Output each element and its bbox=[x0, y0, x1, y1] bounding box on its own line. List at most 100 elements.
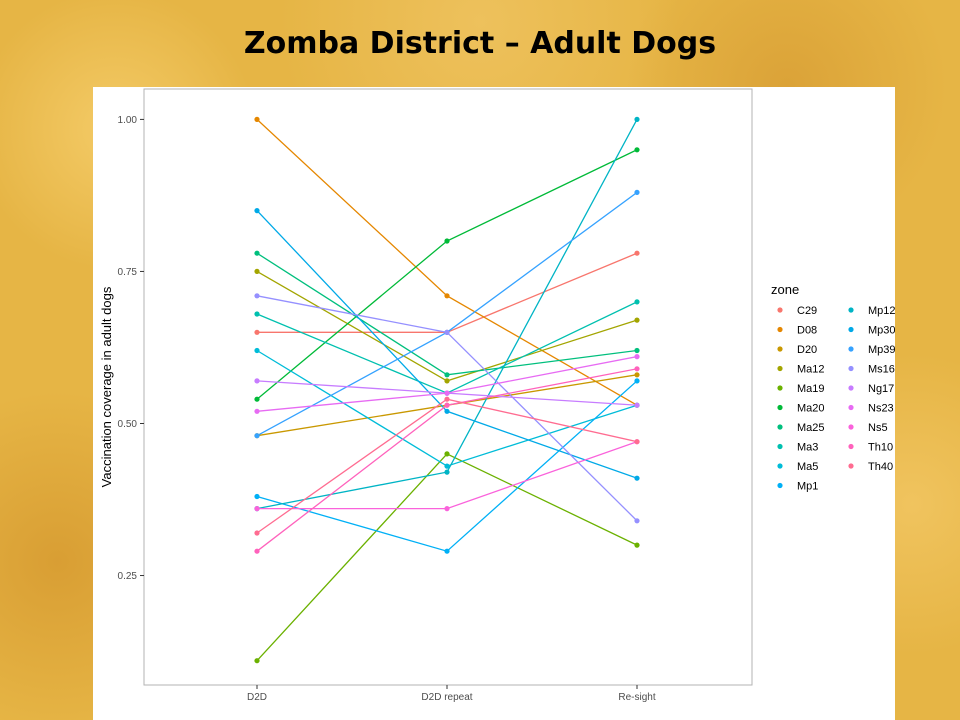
x-tick-label: D2D repeat bbox=[421, 692, 472, 703]
legend-key-ms16 bbox=[848, 365, 854, 372]
legend-key-ma12 bbox=[777, 365, 783, 372]
series-lines bbox=[256, 118, 638, 662]
data-point-ma19 bbox=[444, 451, 450, 457]
data-point-ma19 bbox=[254, 658, 260, 664]
data-point-ma20 bbox=[634, 147, 640, 153]
legend-key-th10 bbox=[848, 443, 854, 450]
data-point-ma5 bbox=[444, 463, 450, 469]
data-point-mp39 bbox=[254, 433, 260, 439]
data-point-mp39 bbox=[634, 189, 640, 195]
data-point-d20 bbox=[634, 372, 640, 378]
legend-label-ns5: Ns5 bbox=[868, 422, 888, 434]
legend-label-ns23: Ns23 bbox=[868, 403, 894, 415]
line-chart: 0.25 0.50 0.75 1.00 D2D D2D repeat Re-sight V… bbox=[99, 88, 895, 703]
data-point-ma5 bbox=[254, 347, 260, 354]
legend-key-d20 bbox=[777, 346, 783, 352]
data-point-ma12 bbox=[254, 268, 260, 274]
legend-key-mp12 bbox=[848, 307, 854, 313]
data-point-th10 bbox=[444, 402, 450, 408]
y-axis-title: Vaccination coverage in adult dogs bbox=[99, 286, 114, 487]
legend-key-mp30 bbox=[848, 326, 854, 333]
legend-label-d20: D20 bbox=[797, 344, 817, 356]
data-point-ng17 bbox=[254, 378, 260, 384]
y-axis: 0.25 0.50 0.75 1.00 bbox=[118, 115, 144, 582]
data-point-th40 bbox=[634, 439, 640, 445]
data-point-ma25 bbox=[444, 372, 450, 378]
legend-key-ma5 bbox=[777, 463, 783, 469]
y-tick-label: 0.50 bbox=[118, 419, 138, 430]
data-point-ms16 bbox=[444, 329, 450, 335]
data-point-c29 bbox=[254, 329, 260, 335]
data-point-th40 bbox=[444, 396, 450, 402]
data-point-ns5 bbox=[254, 506, 260, 512]
data-point-mp1 bbox=[634, 378, 640, 384]
data-point-th10 bbox=[634, 366, 640, 372]
series-line-ma20 bbox=[256, 149, 638, 400]
x-tick-label: D2D bbox=[247, 692, 267, 703]
series-line-mp30 bbox=[256, 210, 638, 479]
legend-key-ns23 bbox=[848, 404, 854, 411]
data-point-c29 bbox=[634, 250, 640, 256]
data-point-d08 bbox=[254, 116, 260, 122]
legend-label-th10: Th10 bbox=[868, 442, 893, 454]
plot-border bbox=[143, 88, 753, 686]
legend-key-mp1 bbox=[777, 482, 783, 489]
series-line-ma12 bbox=[256, 270, 638, 382]
data-point-d08 bbox=[444, 293, 450, 299]
legend-label-d08: D08 bbox=[797, 325, 817, 337]
x-tick-label: Re-sight bbox=[618, 692, 655, 703]
data-point-ma20 bbox=[444, 238, 450, 244]
legend-label-mp1: Mp1 bbox=[797, 481, 818, 493]
legend-label-c29: C29 bbox=[797, 305, 817, 317]
legend-key-c29 bbox=[777, 307, 783, 313]
legend-label-ma25: Ma25 bbox=[797, 422, 825, 434]
legend-label-ma3: Ma3 bbox=[797, 442, 818, 454]
data-point-th10 bbox=[254, 548, 260, 554]
data-point-ma25 bbox=[254, 250, 260, 256]
data-point-ns23 bbox=[444, 390, 450, 396]
data-point-mp1 bbox=[444, 548, 450, 554]
data-point-mp30 bbox=[254, 208, 260, 214]
series-line-d08 bbox=[256, 118, 638, 406]
series-line-th10 bbox=[256, 368, 638, 552]
data-point-ns5 bbox=[444, 506, 450, 512]
legend-key-ma3 bbox=[777, 443, 783, 450]
data-point-ma12 bbox=[634, 317, 640, 323]
data-point-ma3 bbox=[254, 311, 260, 317]
data-point-mp30 bbox=[444, 408, 450, 414]
data-point-ns23 bbox=[254, 408, 260, 414]
x-axis: D2D D2D repeat Re-sight bbox=[247, 685, 656, 703]
legend-key-mp39 bbox=[848, 346, 854, 352]
legend-label-ma20: Ma20 bbox=[797, 403, 825, 415]
legend-key-ng17 bbox=[848, 385, 854, 391]
legend-title: zone bbox=[771, 282, 799, 297]
legend: zone C29 D08 D20 Ma12 Ma19 Ma20 Ma25 Ma3 Ma5 Mp1 M… bbox=[771, 282, 895, 493]
legend-label-th40: Th40 bbox=[868, 461, 893, 473]
series-line-c29 bbox=[257, 252, 638, 333]
chart-panel: 0.25 0.50 0.75 1.00 D2D D2D repeat Re-sight V… bbox=[93, 87, 895, 720]
legend-key-ma20 bbox=[777, 404, 783, 411]
legend-key-ma25 bbox=[777, 424, 783, 430]
data-point-mp12 bbox=[634, 116, 640, 122]
data-point-mp1 bbox=[254, 493, 260, 500]
data-point-ma3 bbox=[634, 299, 640, 305]
data-point-ns23 bbox=[634, 354, 640, 360]
data-point-ma25 bbox=[634, 347, 640, 354]
series-line-ma19 bbox=[256, 453, 638, 662]
legend-label-mp12: Mp12 bbox=[868, 305, 895, 317]
y-tick-label: 0.25 bbox=[118, 571, 138, 582]
legend-label-ms16: Ms16 bbox=[868, 364, 895, 376]
legend-key-th40 bbox=[848, 463, 854, 469]
legend-label-ng17: Ng17 bbox=[868, 383, 894, 395]
data-point-ms16 bbox=[254, 293, 260, 299]
legend-label-mp30: Mp30 bbox=[868, 325, 895, 337]
slide-title: Zomba District – Adult Dogs bbox=[243, 26, 717, 61]
data-point-ma12 bbox=[444, 378, 450, 384]
data-point-ma20 bbox=[254, 396, 260, 402]
legend-key-ma19 bbox=[777, 385, 783, 391]
legend-label-ma19: Ma19 bbox=[797, 383, 825, 395]
data-point-mp12 bbox=[444, 469, 450, 475]
data-point-ma19 bbox=[634, 542, 640, 548]
data-point-mp30 bbox=[634, 475, 640, 481]
series-points bbox=[254, 116, 640, 664]
